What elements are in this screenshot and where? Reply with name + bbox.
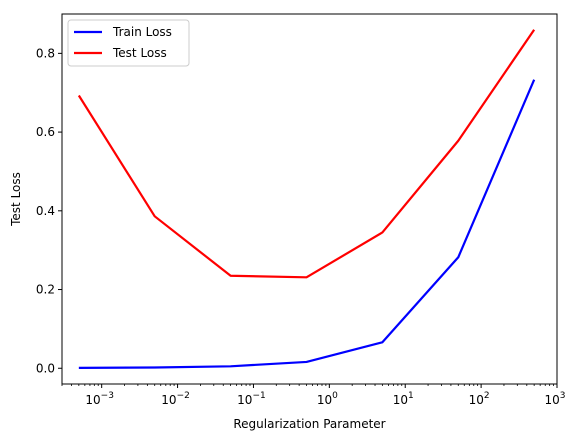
series-line-train-loss: [78, 79, 536, 369]
x-axis-label: Regularization Parameter: [233, 417, 385, 431]
y-tick-label: 0.2: [36, 283, 55, 297]
series-lines: [77, 29, 536, 369]
legend-label: Test Loss: [112, 46, 167, 60]
x-tick-label: 103: [544, 391, 565, 407]
y-tick-label: 0.4: [36, 204, 55, 218]
x-tick-label: 10−1: [237, 391, 266, 407]
x-tick-label: 100: [317, 391, 338, 407]
y-axis-label: Test Loss: [9, 172, 23, 227]
series-line-test-loss: [77, 29, 536, 279]
x-tick-label: 10−3: [85, 391, 114, 407]
y-tick-label: 0.8: [36, 46, 55, 60]
x-tick-label: 10−2: [161, 391, 190, 407]
x-tick-label: 101: [393, 391, 414, 407]
x-tick-label: 102: [469, 391, 490, 407]
axis-ticks: 10−3 10−2 10−1 100 101 102 103 0.0 0.2 0.4 0.6 0.8: [36, 46, 566, 407]
legend: Train Loss Test Loss: [67, 19, 190, 67]
legend-label: Train Loss: [112, 25, 172, 39]
plot-frame: [61, 13, 558, 385]
y-tick-label: 0.6: [36, 125, 55, 139]
y-tick-label: 0.0: [36, 361, 55, 375]
